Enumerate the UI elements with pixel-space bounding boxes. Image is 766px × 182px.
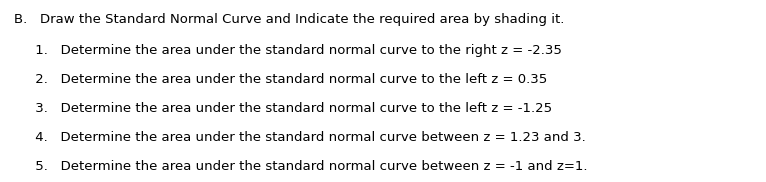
Text: 5.   Determine the area under the standard normal curve between z = -1 and z=1.: 5. Determine the area under the standard…: [14, 160, 588, 173]
Text: 3.   Determine the area under the standard normal curve to the left z = -1.25: 3. Determine the area under the standard…: [14, 102, 552, 115]
Text: B.   Draw the Standard Normal Curve and Indicate the required area by shading it: B. Draw the Standard Normal Curve and In…: [14, 13, 565, 26]
Text: 1.   Determine the area under the standard normal curve to the right z = -2.35: 1. Determine the area under the standard…: [14, 44, 561, 57]
Text: 4.   Determine the area under the standard normal curve between z = 1.23 and 3.: 4. Determine the area under the standard…: [14, 131, 585, 144]
Text: 2.   Determine the area under the standard normal curve to the left z = 0.35: 2. Determine the area under the standard…: [14, 73, 547, 86]
